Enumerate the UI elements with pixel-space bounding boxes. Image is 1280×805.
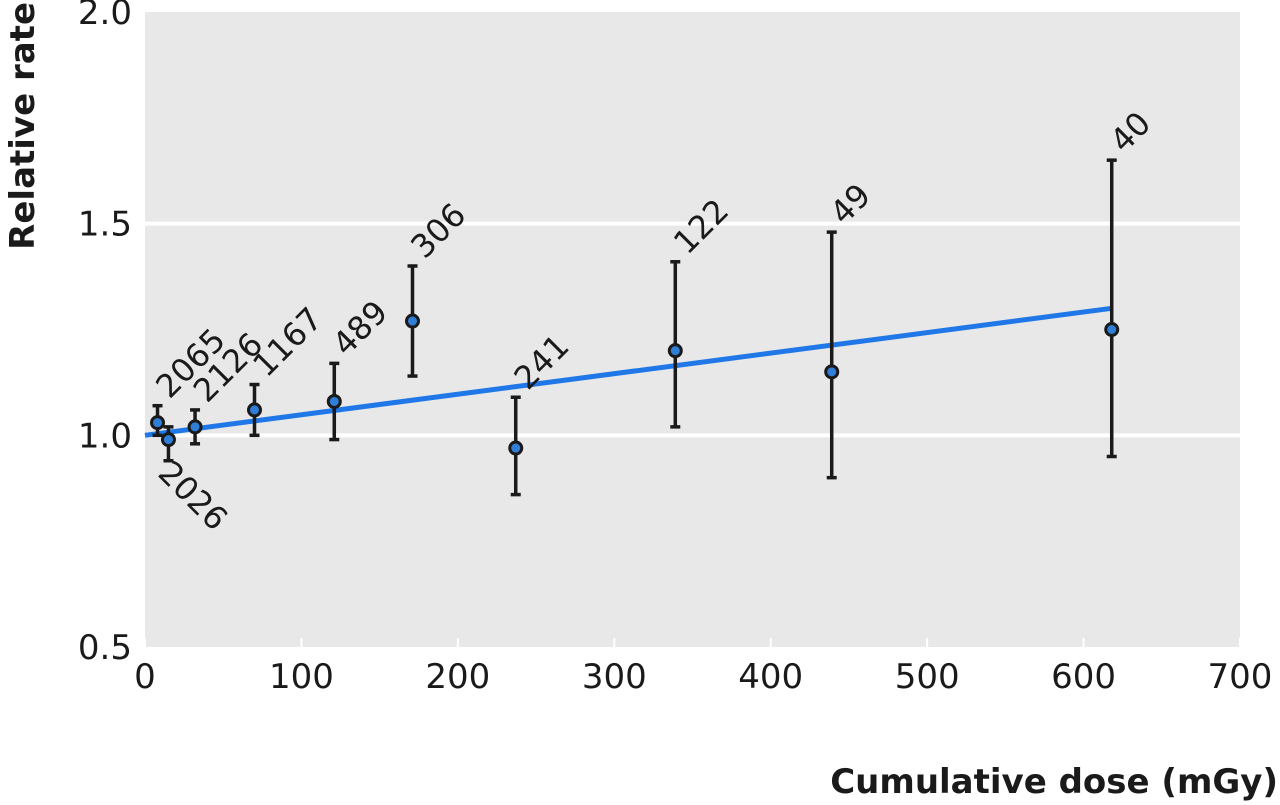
x-axis-title: Cumulative dose (mGy) [830, 762, 1278, 802]
data-point [187, 419, 203, 435]
gridlines [145, 221, 1240, 438]
x-axis: 0 100 200 300 400 500 600 700 [134, 638, 1272, 697]
data-point [1104, 322, 1120, 337]
data-points [150, 313, 1120, 456]
plot-background [145, 12, 1240, 647]
x-tick-label: 100 [269, 657, 334, 697]
y-axis: 0.5 1.0 1.5 2.0 [78, 0, 132, 668]
y-tick-label: 2.0 [78, 0, 132, 33]
x-tick-label: 400 [738, 657, 803, 697]
y-tick-label: 1.5 [78, 205, 132, 245]
x-tick-label: 600 [1051, 657, 1116, 697]
data-point [508, 440, 524, 456]
fit-line [144, 305, 1113, 438]
data-point [824, 364, 840, 380]
data-point [667, 343, 683, 359]
x-tick-label: 700 [1208, 657, 1273, 697]
x-tick-label: 0 [134, 657, 156, 697]
y-axis-title: Relative rate [3, 2, 43, 250]
fit-line-group [144, 305, 1113, 438]
data-point [247, 402, 262, 418]
data-point [404, 313, 420, 329]
data-point [326, 393, 342, 409]
x-tick-label: 200 [425, 657, 490, 697]
y-tick-label: 0.5 [78, 628, 132, 668]
data-point [160, 432, 176, 448]
x-tick-label: 300 [582, 657, 647, 697]
y-tick-label: 1.0 [78, 416, 132, 456]
data-point [150, 415, 166, 431]
x-tick-label: 500 [895, 657, 960, 697]
